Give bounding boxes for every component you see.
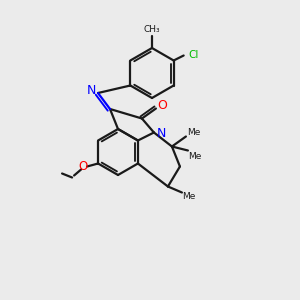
Text: Me: Me xyxy=(188,152,202,161)
Text: CH₃: CH₃ xyxy=(144,25,160,34)
Text: Me: Me xyxy=(187,128,201,137)
Text: Me: Me xyxy=(182,192,196,201)
Text: N: N xyxy=(86,85,96,98)
Text: Cl: Cl xyxy=(188,50,199,59)
Text: O: O xyxy=(79,160,88,173)
Text: N: N xyxy=(157,127,167,140)
Text: O: O xyxy=(157,99,167,112)
